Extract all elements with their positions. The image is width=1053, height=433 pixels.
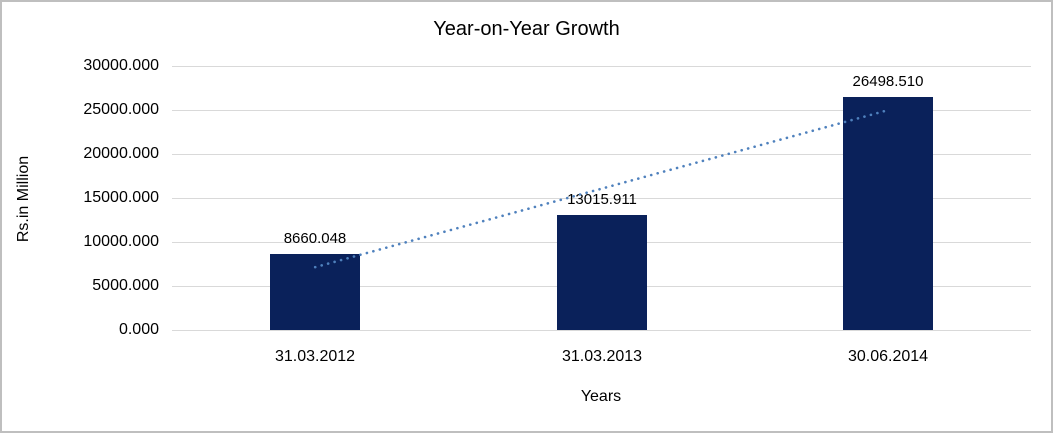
y-axis-title: Rs.in Million: [15, 155, 32, 243]
bar-value-label: 13015.911: [567, 191, 637, 208]
x-axis-title: Years: [580, 388, 622, 405]
chart-title: Year-on-Year Growth: [433, 18, 620, 40]
y-tick-label: 15000.000: [83, 189, 159, 206]
y-tick-label: 25000.000: [83, 101, 159, 118]
x-tick-label: 31.03.2012: [274, 348, 356, 365]
bar: [843, 97, 933, 330]
bar-value-label: 8660.048: [283, 230, 347, 247]
y-tick-label: 20000.000: [83, 145, 159, 162]
y-tick-label: 5000.000: [92, 277, 159, 294]
bar: [557, 215, 647, 330]
x-tick-label: 30.06.2014: [847, 348, 929, 365]
y-tick-label: 30000.000: [83, 57, 159, 74]
gridline: [172, 66, 1031, 67]
y-tick-label: 0.000: [118, 321, 159, 338]
bar: [270, 254, 360, 330]
y-tick-label: 10000.000: [83, 233, 159, 250]
gridline: [172, 330, 1031, 331]
bar-value-label: 26498.510: [852, 73, 924, 90]
x-tick-label: 31.03.2013: [561, 348, 643, 365]
